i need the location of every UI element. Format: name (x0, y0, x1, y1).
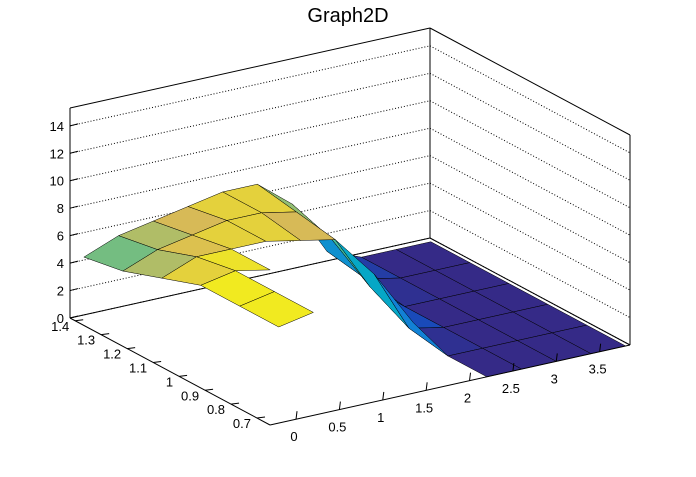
chart-title: Graph2D (307, 5, 388, 27)
x-tick (382, 391, 385, 401)
y-axis (69, 317, 271, 426)
x-tick (425, 382, 428, 391)
x-tick (469, 372, 472, 381)
z-tick (69, 205, 79, 209)
box-edge (69, 27, 431, 109)
z-tick (69, 315, 79, 319)
y-tick-label: 0.7 (233, 416, 251, 431)
z-tick (69, 150, 79, 154)
z-tick-label: 14 (50, 119, 64, 134)
x-tick (599, 343, 602, 352)
y-tick (127, 347, 136, 350)
box-edge (69, 237, 431, 319)
surface-cell (239, 291, 314, 328)
x-tick (512, 362, 515, 372)
z-tick (69, 233, 79, 237)
x-tick-label: 2.5 (502, 381, 520, 396)
y-tick-label: 1.2 (103, 347, 121, 362)
x-tick (555, 353, 558, 362)
x-tick-label: 3 (551, 371, 558, 386)
y-tick (153, 360, 162, 363)
y-tick-label: 1.4 (51, 319, 69, 334)
z-tick-label: 2 (57, 284, 64, 299)
x-tick-label: 1.5 (415, 400, 433, 415)
z-tick (69, 178, 79, 182)
y-tick (205, 388, 214, 391)
surface-cell (374, 274, 449, 357)
x-tick (338, 401, 341, 410)
y-tick-label: 0.8 (207, 402, 225, 417)
x-tick-label: 2 (464, 391, 471, 406)
grid-line (429, 182, 631, 291)
z-tick-label: 10 (50, 174, 64, 189)
grid-line (429, 45, 631, 154)
grid-line (429, 210, 631, 318)
z-tick-label: 6 (57, 229, 64, 244)
z-tick (69, 288, 79, 292)
y-tick (179, 374, 188, 377)
x-tick-label: 3.5 (589, 362, 607, 377)
box-edge (429, 27, 631, 136)
x-tick-label: 0.5 (328, 420, 346, 435)
x-tick (295, 411, 298, 420)
y-tick (256, 416, 266, 419)
y-tick-label: 0.9 (181, 388, 199, 403)
grid-line (429, 155, 631, 264)
x-tick-label: 0 (290, 429, 297, 444)
y-tick-label: 1.3 (77, 333, 95, 348)
y-tick (101, 333, 110, 336)
y-tick-label: 1.1 (129, 360, 147, 375)
y-tick (75, 319, 84, 322)
grid-line (429, 100, 631, 209)
z-tick-label: 12 (50, 146, 64, 161)
y-tick (230, 402, 240, 405)
z-tick (69, 123, 79, 127)
grid-line (429, 127, 631, 236)
grid-line (429, 72, 631, 181)
z-tick-label: 4 (57, 256, 64, 271)
x-tick-label: 1 (377, 410, 384, 425)
z-tick-label: 8 (57, 201, 64, 216)
x-axis (269, 344, 631, 426)
z-tick (69, 260, 79, 264)
z-tick-label: 0 (57, 311, 64, 326)
grid-line (429, 237, 631, 346)
y-tick-label: 1 (166, 374, 173, 389)
